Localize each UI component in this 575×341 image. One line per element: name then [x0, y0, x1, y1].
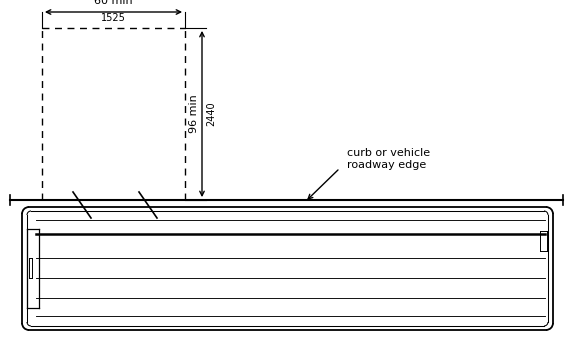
Text: 2440: 2440	[206, 102, 216, 126]
Text: curb or vehicle
roadway edge: curb or vehicle roadway edge	[347, 148, 430, 169]
Text: 60 min: 60 min	[94, 0, 133, 6]
Text: 1525: 1525	[101, 13, 126, 23]
Text: 96 min: 96 min	[189, 94, 199, 133]
